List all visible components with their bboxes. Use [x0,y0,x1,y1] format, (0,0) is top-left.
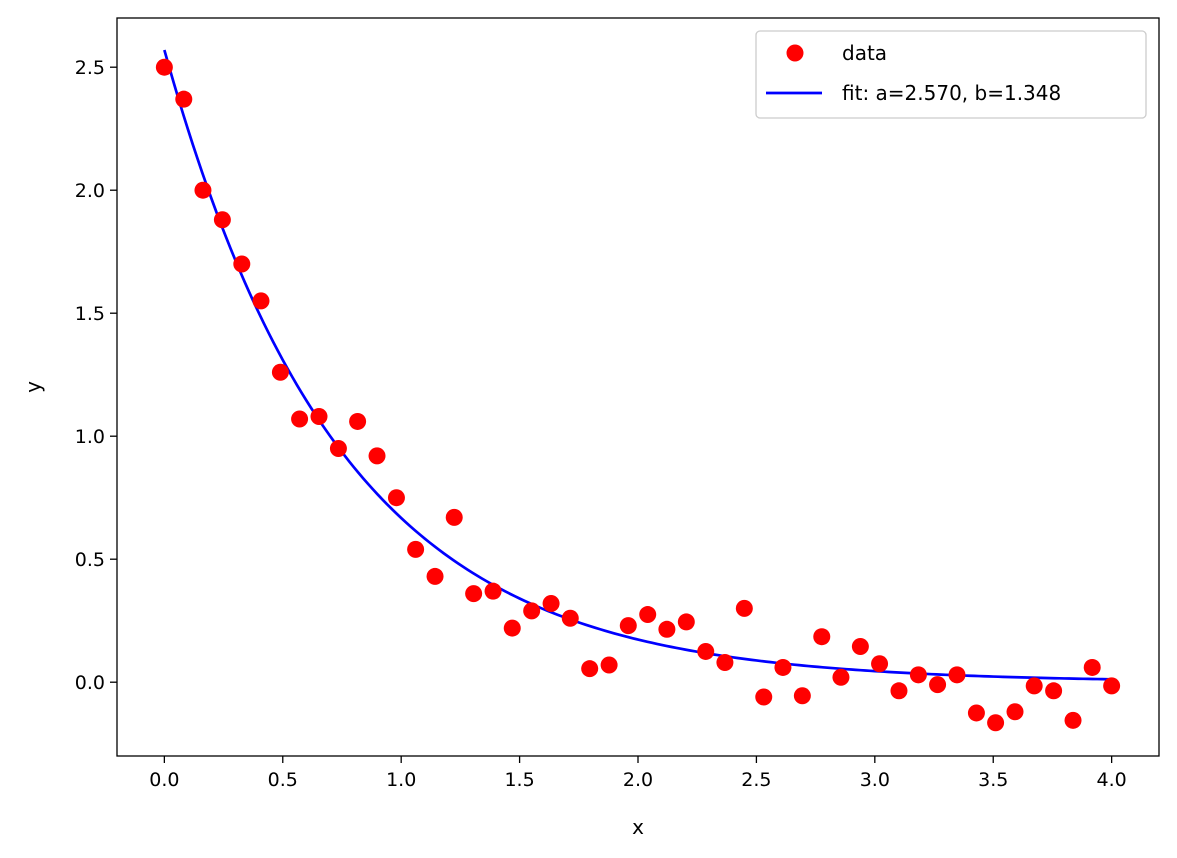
data-point [774,658,792,676]
x-tick-label: 1.0 [386,769,416,791]
data-point [677,613,695,631]
data-point [1103,677,1121,695]
data-point [1006,703,1024,721]
data-point [561,609,579,627]
data-point [426,567,444,585]
x-tick-label: 0.5 [268,769,298,791]
data-point [1083,658,1101,676]
data-point [407,540,425,558]
data-point [175,90,193,108]
y-tick-label: 1.0 [75,426,105,448]
data-point [639,606,657,624]
data-point [465,585,483,603]
data-point [793,687,811,705]
data-point [987,714,1005,732]
data-point [1025,677,1043,695]
data-point [310,408,328,426]
x-axis-label: x [632,815,644,839]
data-point [368,447,386,465]
data-point [929,676,947,694]
data-point [581,660,599,678]
x-tick-label: 3.0 [860,769,890,791]
data-point [1064,711,1082,729]
data-point [155,58,173,76]
data-point [349,412,367,430]
data-point [658,620,676,638]
data-point [523,602,541,620]
data-point [213,211,231,229]
data-point [194,181,212,199]
data-point [271,363,289,381]
data-point [542,594,560,612]
legend-box [755,30,1147,119]
y-tick-label: 0.5 [75,549,105,571]
legend-label-data: data [842,41,887,65]
data-point [832,668,850,686]
data-point [484,582,502,600]
y-tick-label: 0.0 [75,672,105,694]
data-point [503,619,521,637]
x-tick-label: 0.0 [149,769,179,791]
y-axis-label: y [21,381,45,393]
x-tick-label: 3.5 [978,769,1008,791]
data-point [619,617,637,635]
data-point [909,666,927,684]
data-point [871,655,889,673]
data-point [948,666,966,684]
data-point [697,642,715,660]
data-point [851,638,869,656]
data-point [445,508,463,526]
legend-marker-data [786,44,804,62]
x-tick-label: 1.5 [504,769,534,791]
data-point [291,410,309,428]
data-point [252,292,270,310]
data-point [233,255,251,273]
data-point [600,656,618,674]
x-tick-label: 2.5 [741,769,771,791]
y-tick-label: 2.0 [75,180,105,202]
legend-label-fit: fit: a=2.570, b=1.348 [842,81,1061,105]
data-point [329,440,347,457]
data-point [735,599,753,617]
data-point [755,688,773,706]
x-tick-label: 2.0 [623,769,653,791]
y-tick-label: 1.5 [75,303,105,325]
ticks: 0.0 0.5 1.0 1.5 2.0 2.5 3.0 3.5 4.0 0.0 0.5 1.0 1.5 2… [75,57,1127,791]
plot-area [155,49,1121,732]
data-point [716,654,734,672]
data-point [1045,682,1063,700]
legend: data fit: a=2.570, b=1.348 [755,30,1147,119]
data-point [813,628,831,646]
data-point [890,682,908,700]
data-point [387,489,405,507]
x-tick-label: 4.0 [1097,769,1127,791]
data-point [967,704,985,722]
y-tick-label: 2.5 [75,57,105,79]
